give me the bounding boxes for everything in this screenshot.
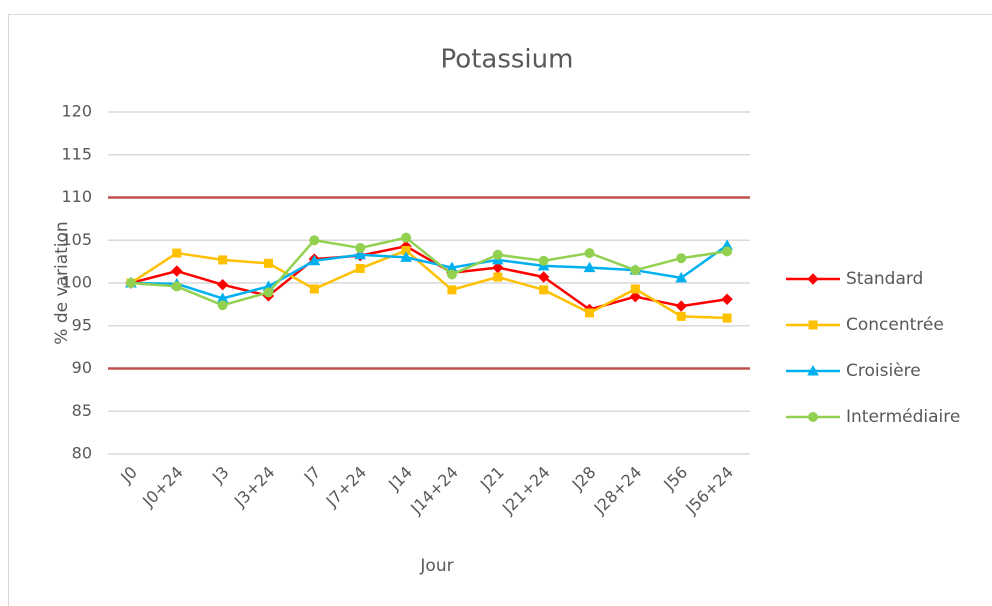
x-axis-title: Jour <box>419 556 453 576</box>
legend-label: Standard <box>846 269 923 289</box>
marker <box>308 254 321 266</box>
marker <box>446 269 457 280</box>
marker <box>218 255 228 265</box>
y-tick-label: 80 <box>72 444 92 463</box>
y-tick-label: 100 <box>61 273 92 292</box>
legend-label: Croisière <box>846 361 921 381</box>
marker <box>264 258 273 268</box>
marker <box>400 251 412 262</box>
series-line <box>130 244 728 300</box>
marker <box>675 300 687 312</box>
marker <box>808 412 818 422</box>
marker <box>630 265 641 276</box>
marker <box>675 271 688 283</box>
marker <box>309 284 319 294</box>
marker <box>309 235 320 246</box>
marker <box>355 263 365 273</box>
marker <box>172 248 182 258</box>
marker <box>721 293 733 305</box>
marker <box>493 272 503 282</box>
marker <box>537 271 550 283</box>
series-line <box>130 236 728 307</box>
legend-label: Concentrée <box>846 315 944 335</box>
marker <box>807 364 819 376</box>
marker <box>585 308 594 318</box>
y-tick-label: 90 <box>72 358 92 377</box>
marker <box>722 313 732 323</box>
marker <box>401 232 412 243</box>
series <box>125 232 733 311</box>
y-axis-title: % de variation <box>52 221 72 344</box>
y-tick-label: 95 <box>72 315 92 334</box>
series-line <box>130 244 728 311</box>
y-tick-label: 105 <box>61 230 92 249</box>
y-tick-label: 85 <box>72 401 92 420</box>
marker <box>630 284 640 294</box>
marker <box>492 249 503 260</box>
marker <box>217 300 228 311</box>
marker <box>171 281 182 292</box>
marker <box>171 265 183 277</box>
series <box>126 246 732 323</box>
y-tick-label: 120 <box>61 102 92 121</box>
marker <box>722 246 733 257</box>
y-tick-label: 110 <box>61 187 92 206</box>
marker <box>807 273 819 285</box>
marker <box>676 253 687 264</box>
marker <box>539 285 549 295</box>
legend-label: Intermédiaire <box>846 407 960 427</box>
marker <box>629 290 642 303</box>
marker <box>538 255 549 266</box>
marker <box>263 287 274 298</box>
marker <box>354 248 367 260</box>
marker <box>808 320 818 330</box>
marker <box>125 278 136 288</box>
chart-title: Potassium <box>441 45 574 75</box>
marker <box>355 242 366 253</box>
marker <box>447 285 457 295</box>
series-line <box>130 249 728 320</box>
marker <box>583 261 596 273</box>
chart-border <box>8 14 992 606</box>
y-tick-label: 115 <box>61 144 92 163</box>
marker <box>584 248 595 259</box>
marker <box>216 279 229 291</box>
marker <box>676 311 686 321</box>
